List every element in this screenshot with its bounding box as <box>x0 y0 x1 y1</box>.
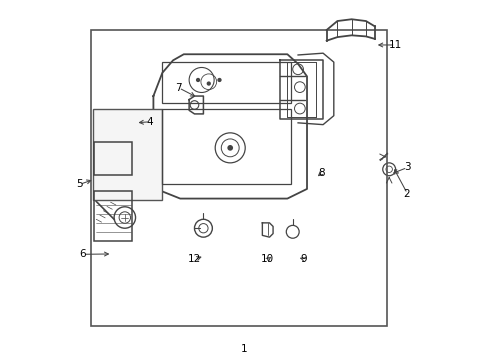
Text: 3: 3 <box>403 162 409 172</box>
Bar <box>93 109 162 200</box>
Bar <box>162 62 290 103</box>
Bar <box>91 30 386 327</box>
Text: 11: 11 <box>388 40 401 50</box>
Text: 5: 5 <box>76 179 82 189</box>
Text: 9: 9 <box>300 254 306 264</box>
Circle shape <box>196 78 200 82</box>
Circle shape <box>206 81 210 86</box>
Text: 1: 1 <box>241 344 247 354</box>
Bar <box>94 143 132 175</box>
Circle shape <box>227 145 233 151</box>
Text: 4: 4 <box>146 117 153 127</box>
Text: 6: 6 <box>79 249 86 259</box>
Text: 12: 12 <box>187 254 201 264</box>
Text: 2: 2 <box>403 189 409 199</box>
Bar <box>162 109 290 184</box>
Text: 10: 10 <box>261 254 274 264</box>
Text: 7: 7 <box>175 83 182 93</box>
Text: 8: 8 <box>317 168 324 178</box>
Circle shape <box>217 78 221 82</box>
Bar <box>94 191 132 241</box>
